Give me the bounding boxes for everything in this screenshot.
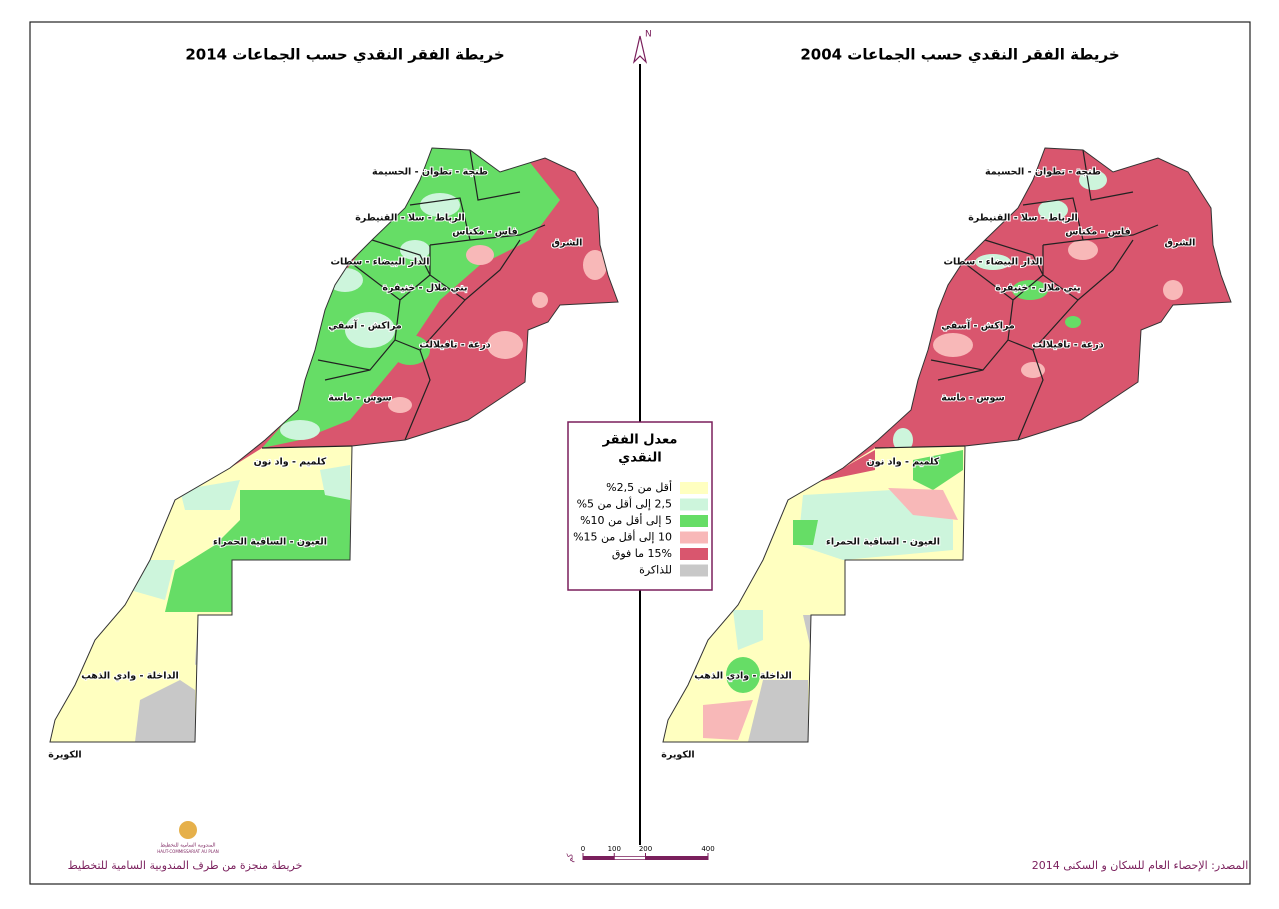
poverty-area: [195, 615, 232, 665]
scale-bar-segment: [614, 856, 646, 860]
poverty-area: [1163, 280, 1183, 300]
region-label: العيون - الساقية الحمراء: [213, 537, 327, 548]
map-fill: [50, 148, 618, 742]
region-label: الكويرة: [48, 750, 81, 761]
poverty-area: [733, 610, 763, 650]
logo-mark: [179, 821, 197, 839]
region-label: كلميم - واد نون: [867, 457, 940, 468]
region-label: سوس - ماسة: [941, 393, 1005, 404]
poverty-area: [726, 657, 760, 693]
logo-name: المندوبية السامية للتخطيط: [160, 843, 215, 849]
legend: معدل الفقر النقدي أقل من 2,5% 2,5 إلى أقل م…: [567, 421, 713, 591]
poverty-area: [327, 268, 363, 292]
region-label: الداخلة - وادي الذهب: [694, 671, 792, 682]
region-label: الشرق: [552, 238, 583, 249]
poverty-area: [1079, 170, 1107, 190]
poverty-area: [532, 292, 548, 308]
poverty-area: [1012, 280, 1048, 300]
country-outline: [49, 147, 619, 743]
map: طنجة - تطوان - الحسيمة الشرق فاس - مكناس ال…: [47, 147, 619, 762]
poverty-area: [135, 680, 195, 742]
legend-label: 5 إلى أقل من 10%: [580, 513, 672, 527]
map-title: خريطة الفقر النقدي حسب الجماعات 2004: [800, 46, 1119, 65]
poverty-area: [487, 331, 523, 359]
north-arrow: [632, 35, 648, 64]
credit: خريطة منجزة من طرف المندوبية السامية للت…: [68, 859, 303, 872]
poverty-area: [893, 428, 913, 452]
region-label: الدار البيضاء - سطات: [944, 257, 1043, 268]
scale-label: 400: [701, 845, 714, 853]
poverty-area: [975, 254, 1011, 270]
region-label: الكويرة: [661, 750, 694, 761]
poverty-area: [888, 488, 958, 520]
legend-swatch: [680, 498, 708, 511]
poverty-area: [1021, 362, 1045, 378]
region-label: العيون - الساقية الحمراء: [826, 537, 940, 548]
region-label: طنجة - تطوان - الحسيمة: [372, 167, 488, 178]
region-label: سوس - ماسة: [328, 393, 392, 404]
region-label: الرباط - سلا - القنيطرة: [355, 213, 465, 224]
poverty-area: [913, 450, 963, 490]
poverty-area: [1068, 240, 1098, 260]
poverty-area: [1065, 316, 1081, 328]
region-label: فاس - مكناس: [1065, 227, 1130, 238]
north-label: N: [645, 30, 652, 40]
region-label: درعة - تافيلالت: [1032, 340, 1103, 351]
region-borders: [874, 149, 1159, 449]
legend-label: أقل من 2,5%: [606, 480, 672, 494]
scale-unit: كم: [566, 853, 575, 862]
country-outline: [662, 147, 1232, 743]
map-fill: [663, 148, 1231, 742]
legend-swatch: [680, 482, 708, 494]
poverty-area: [466, 245, 494, 265]
poverty-area: [1038, 200, 1068, 220]
scale-label: 100: [608, 845, 621, 853]
legend-label: للذاكرة: [639, 564, 672, 577]
poverty-area: [320, 465, 350, 500]
legend-title: النقدي: [618, 451, 661, 466]
poverty-area: [933, 333, 973, 357]
scale-label: 200: [639, 845, 652, 853]
logo-name-fr: HAUT-COMMISSARIAT AU PLAN: [157, 849, 219, 854]
region-label: الشرق: [1165, 238, 1196, 249]
region-label: الداخلة - وادي الذهب: [81, 671, 179, 682]
region-label: مراكش - آسفي: [941, 319, 1015, 332]
source: المصدر: الإحصاء العام للسكان و السكنى 20…: [1032, 859, 1249, 872]
region-label: فاس - مكناس: [452, 227, 517, 238]
legend-label: 15% ما فوق: [612, 547, 672, 560]
legend-swatch: [680, 548, 708, 560]
frame: [29, 21, 1251, 885]
poverty-area: [345, 312, 395, 348]
legend-swatch: [680, 515, 708, 527]
poverty-area: [788, 450, 875, 488]
legend-label: 2,5 إلى أقل من 5%: [577, 497, 672, 511]
legend-label: 10 إلى أقل من 15%: [573, 530, 672, 544]
map-title: خريطة الفقر النقدي حسب الجماعات 2014: [185, 46, 504, 65]
region-label: بني ملال - خنيفرة: [382, 283, 467, 294]
poverty-area: [400, 240, 430, 260]
region-label: مراكش - آسفي: [328, 319, 402, 332]
poverty-area: [748, 680, 808, 742]
legend-title: معدل الفقر: [602, 433, 678, 448]
poverty-area: [793, 520, 818, 545]
region-label: بني ملال - خنيفرة: [995, 283, 1080, 294]
scale-label: 0: [581, 845, 585, 853]
legend-swatch: [680, 564, 708, 577]
region-label: كلميم - واد نون: [254, 457, 327, 468]
poverty-area: [280, 420, 320, 440]
legend-swatch: [680, 531, 708, 544]
region-label: درعة - تافيلالت: [419, 340, 490, 351]
poverty-area: [388, 397, 412, 413]
poverty-area: [703, 700, 753, 740]
region-label: الدار البيضاء - سطات: [331, 257, 430, 268]
region-label: الرباط - سلا - القنيطرة: [968, 213, 1078, 224]
region-label: طنجة - تطوان - الحسيمة: [985, 167, 1101, 178]
poverty-area: [165, 490, 350, 612]
poverty-area: [262, 148, 560, 448]
map: طنجة - تطوان - الحسيمة الشرق فاس - مكناس ال…: [660, 147, 1232, 762]
region-borders: [261, 149, 546, 449]
poverty-area: [583, 250, 607, 280]
